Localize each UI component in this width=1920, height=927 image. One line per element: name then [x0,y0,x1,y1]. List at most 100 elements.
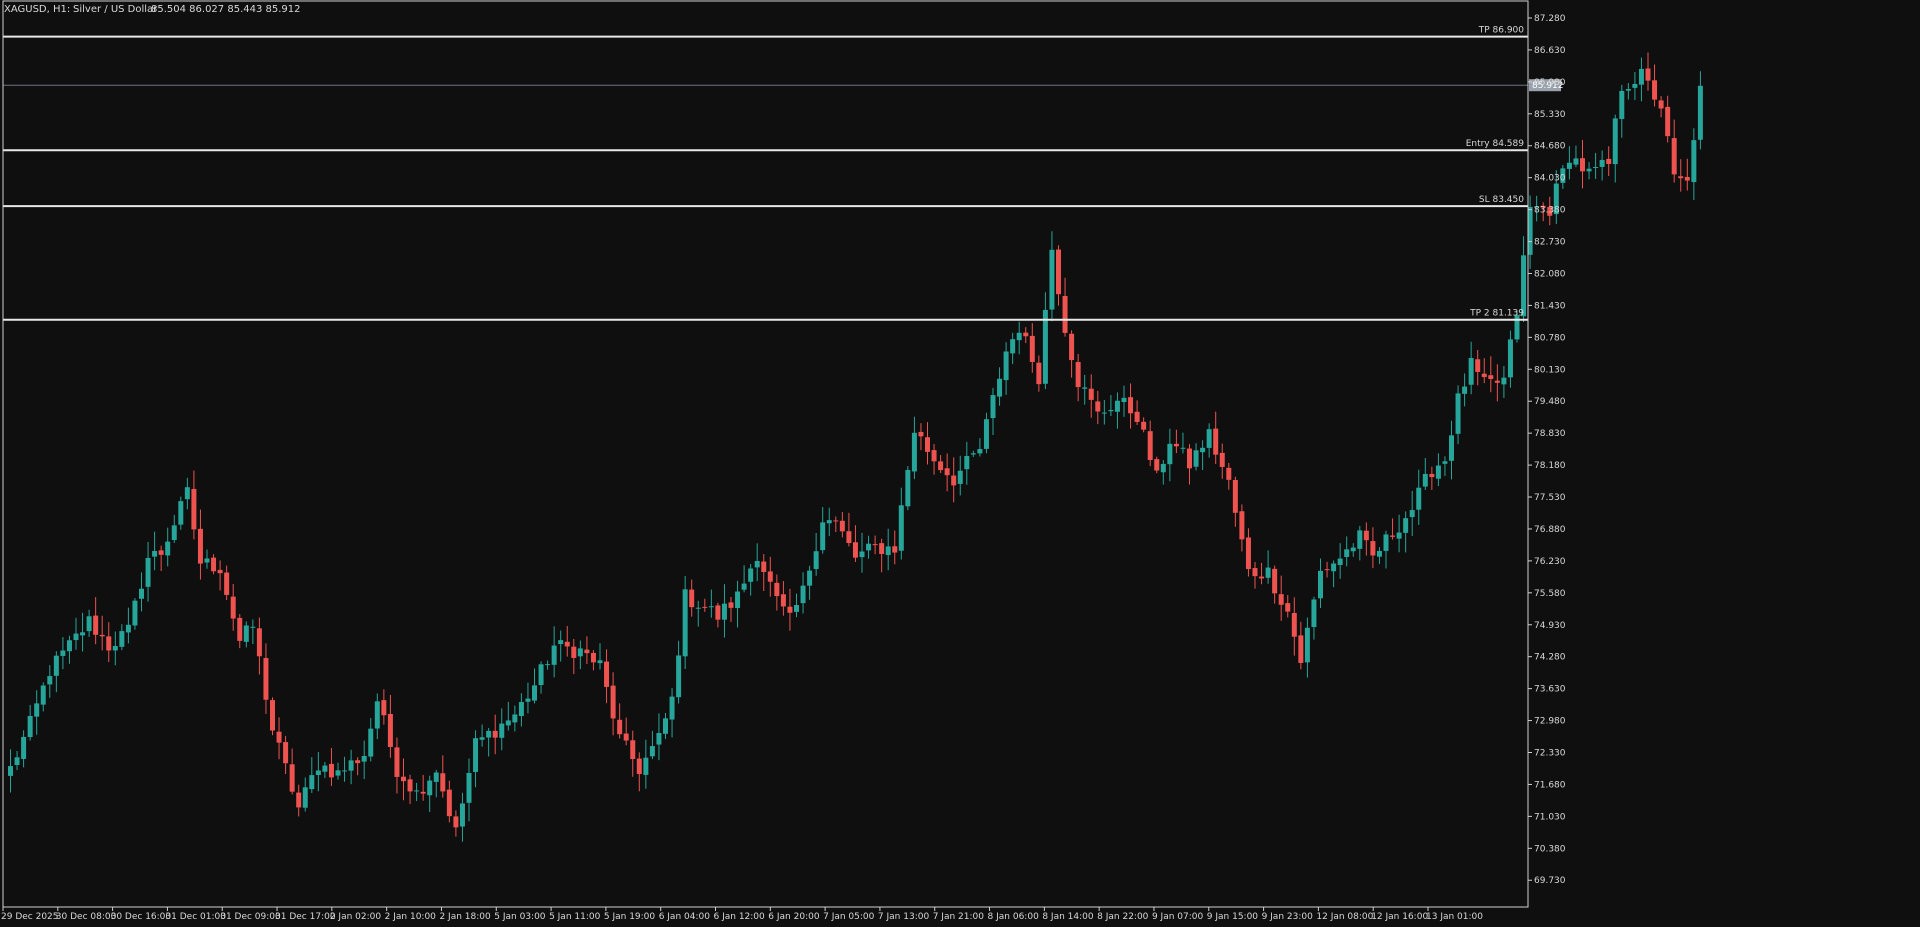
candle-body [1226,467,1232,480]
y-tick-label: 75.580 [1534,589,1566,599]
candle-body [80,632,86,636]
candle-bear [1291,597,1297,656]
candle-body [1665,106,1671,137]
candle-bull [1534,195,1540,222]
candle-body [1363,530,1369,541]
y-tick-label: 86.630 [1534,46,1566,56]
candle-body [1265,567,1271,578]
candle-body [152,551,158,557]
candle-body [925,437,930,452]
candle-bear [99,615,105,651]
trade-levels[interactable]: 85.912 TP 86.900 Entry 84.589 SL 83.450 TP 2… [3,26,1564,321]
candle-bull [8,749,13,793]
candle-body [1488,375,1494,379]
candle-bull [1435,453,1441,486]
candle-body [839,520,845,532]
candle-bear [1665,95,1671,143]
level-tp2[interactable]: TP 2 81.139 [3,309,1528,321]
candle-bear [931,443,937,475]
candle-bear [1671,119,1677,183]
ohlc-readout: 85.504 86.027 85.443 85.912 [151,4,301,15]
candle-bull [525,682,531,714]
candle-bull [335,762,341,780]
candle-body [866,543,872,551]
candle-bull [1599,150,1605,181]
candle-bear [440,755,446,798]
candle-body [1691,140,1697,183]
candle-bear [630,730,636,777]
candle-body [538,664,544,686]
candle-body [132,600,138,626]
candle-bull [473,730,479,788]
candle-body [1291,612,1297,637]
candle-bull [112,631,118,666]
candle-body [1560,168,1566,183]
candle-bull [348,749,354,785]
candle-body [106,636,112,651]
candle-body [571,646,577,658]
candle-bull [656,713,662,761]
candle-body [47,676,53,685]
candle-bull [800,572,806,614]
candle-bull [250,619,256,645]
candle-bull [741,565,747,593]
candle-body [243,625,249,642]
candle-bear [1259,562,1265,585]
candle-body [1239,511,1245,540]
candle-body [761,561,767,572]
candle-body [381,700,387,716]
level-sl[interactable]: SL 83.450 [3,195,1528,208]
candle-bear [1128,383,1134,429]
y-tick-label: 71.030 [1534,812,1566,822]
candle-body [1134,411,1140,422]
candle-bear [852,525,858,562]
candle-bear [263,643,269,714]
candle-body [433,772,439,782]
candle-body [1429,473,1435,478]
level-entry[interactable]: Entry 84.589 [3,139,1528,152]
candle-bull [34,690,40,735]
candle-bear [1298,621,1304,670]
candle-bull [911,416,917,479]
x-tick-label: 31 Dec 09:00 [220,912,281,922]
candle-body [276,731,282,743]
candle-body [296,792,302,808]
candle-body [852,542,858,558]
candle-bear [387,694,393,758]
candle-bull [1357,525,1363,561]
candle-body [617,719,623,735]
candle-bear [1547,196,1553,226]
candle-body [1069,333,1075,361]
candle-body [459,803,465,827]
candle-bull [1462,373,1468,407]
candle-bear [289,748,295,795]
candle-bear [925,422,930,465]
candle-body [1180,447,1186,449]
y-tick-label: 74.280 [1534,653,1566,663]
candle-bull [171,514,177,544]
candle-bear [1272,565,1278,604]
candle-body [532,685,537,701]
candle-bull [1553,170,1559,225]
level-tp1[interactable]: TP 86.900 [3,26,1528,38]
candle-bear [1606,146,1612,176]
candle-body [1200,447,1206,453]
candle-body [1370,541,1376,556]
candle-body [1167,443,1173,465]
candle-bear [1475,350,1481,386]
candle-bear [1069,330,1075,378]
candle-bull [1638,57,1644,102]
x-tick-label: 7 Jan 21:00 [933,912,985,922]
candle-body [420,791,426,794]
candle-bull [1691,128,1697,201]
candle-body [355,760,361,764]
candle-body [1403,518,1409,533]
candle-body [1232,479,1238,513]
y-tick-label: 76.880 [1534,525,1566,535]
candle-body [951,475,957,486]
candle-body [1658,100,1664,109]
candle-body [99,634,105,637]
candle-body [1003,351,1009,381]
